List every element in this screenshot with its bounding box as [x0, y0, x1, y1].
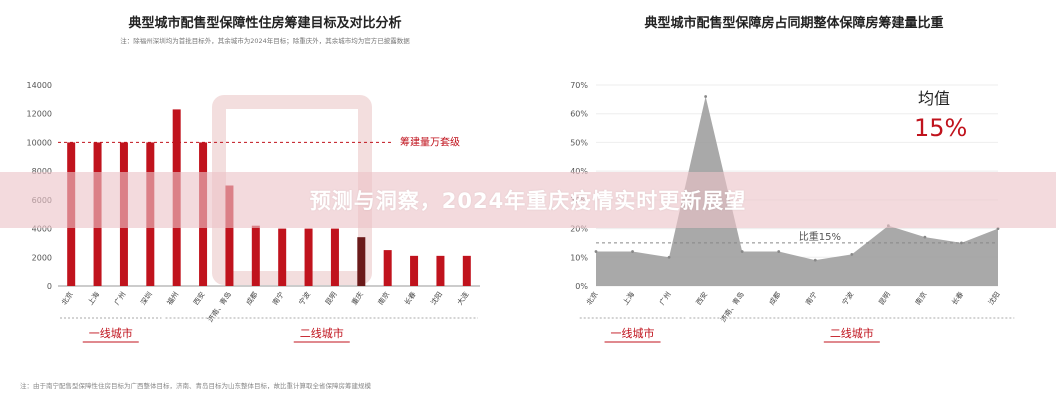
- reference-line-label: 筹建量万套级: [400, 135, 460, 148]
- chart-title: 典型城市配售型保障房占同期整体保障房筹建量比重: [644, 15, 943, 31]
- group-label: 一线城市: [89, 326, 133, 340]
- average-value: 15%: [914, 114, 967, 142]
- x-tick-label: 北京: [584, 290, 599, 307]
- x-tick-label: 重庆: [350, 290, 365, 307]
- bar: [357, 237, 366, 286]
- x-tick-label: 成都: [767, 290, 782, 307]
- y-tick-label: 0: [47, 282, 52, 291]
- x-tick-label: 西安: [191, 290, 206, 307]
- bar: [304, 228, 313, 286]
- x-tick-label: 西安: [694, 290, 709, 307]
- chart-title: 典型城市配售型保障性住房筹建目标及对比分析: [128, 15, 401, 31]
- y-tick-label: 60%: [570, 110, 588, 119]
- chart-note: 注：除福州深圳均为首批目标外，其余城市为2024年目标；除重庆外，其余城市均为官…: [120, 36, 410, 45]
- bar: [383, 250, 392, 286]
- area-series: [596, 96, 998, 286]
- data-point: [850, 253, 854, 256]
- bar: [436, 255, 445, 286]
- y-tick-label: 2000: [32, 253, 52, 262]
- x-tick-label: 济南、青岛: [718, 290, 745, 324]
- average-label: 均值: [918, 89, 950, 108]
- group-label: 二线城市: [300, 326, 344, 340]
- group-label: 二线城市: [830, 326, 874, 340]
- chart-share: 典型城市配售型保障房占同期整体保障房筹建量比重0%10%20%30%40%50%…: [570, 15, 1015, 343]
- y-tick-label: 4000: [32, 225, 52, 234]
- reference-line-label: 比重15%: [799, 230, 841, 243]
- y-tick-label: 10%: [570, 253, 588, 262]
- data-point: [594, 250, 598, 253]
- x-tick-label: 广州: [112, 290, 127, 307]
- data-point: [631, 250, 634, 253]
- y-tick-label: 12000: [27, 110, 52, 119]
- x-tick-label: 上海: [86, 290, 101, 307]
- x-tick-label: 宁波: [840, 290, 855, 307]
- x-tick-label: 昆明: [877, 291, 892, 307]
- bar: [330, 228, 339, 286]
- y-tick-label: 50%: [570, 138, 588, 147]
- x-tick-label: 北京: [59, 290, 74, 307]
- x-tick-label: 昆明: [324, 291, 339, 307]
- data-point: [813, 258, 817, 262]
- x-tick-label: 上海: [621, 290, 636, 307]
- x-tick-label: 南宁: [270, 290, 285, 307]
- x-tick-label: 南京: [913, 290, 928, 307]
- x-tick-label: 南宁: [804, 290, 819, 307]
- x-tick-label: 大连: [455, 290, 470, 307]
- data-point: [923, 235, 927, 239]
- x-tick-label: 沈阳: [429, 290, 444, 307]
- bar: [251, 225, 260, 286]
- x-tick-label: 深圳: [139, 290, 154, 307]
- x-tick-label: 福州: [165, 290, 180, 307]
- y-tick-label: 10000: [27, 138, 52, 147]
- y-tick-label: 8000: [32, 167, 52, 176]
- data-point: [740, 250, 744, 253]
- group-label: 一线城市: [611, 326, 655, 340]
- data-point: [960, 241, 963, 245]
- y-tick-label: 0%: [575, 282, 588, 291]
- x-tick-label: 济南、青岛: [206, 290, 233, 324]
- data-point: [704, 95, 708, 98]
- x-tick-label: 南京: [376, 290, 391, 307]
- banner-text: 预测与洞察，2024年重庆疫情实时更新展望: [309, 189, 747, 213]
- data-point: [777, 250, 781, 253]
- x-tick-label: 广州: [657, 290, 672, 307]
- bar: [225, 185, 234, 286]
- y-tick-label: 70%: [570, 81, 588, 90]
- bar: [462, 255, 471, 286]
- x-tick-label: 宁波: [297, 290, 312, 307]
- title-banner: 预测与洞察，2024年重庆疫情实时更新展望: [0, 172, 1056, 228]
- bar: [278, 228, 287, 286]
- x-tick-label: 成都: [244, 290, 259, 307]
- footnote: 注：由于南宁配售型保障性住房目标为广西整体目标，济南、青岛目标为山东整体目标，故…: [20, 381, 372, 390]
- y-tick-label: 40%: [570, 167, 588, 176]
- data-point: [667, 255, 671, 259]
- y-tick-label: 14000: [27, 81, 52, 90]
- y-tick-label: 20%: [570, 225, 588, 234]
- x-tick-label: 长春: [950, 290, 965, 307]
- bar: [410, 255, 419, 286]
- x-tick-label: 长春: [402, 290, 417, 307]
- x-tick-label: 沈阳: [986, 290, 1001, 307]
